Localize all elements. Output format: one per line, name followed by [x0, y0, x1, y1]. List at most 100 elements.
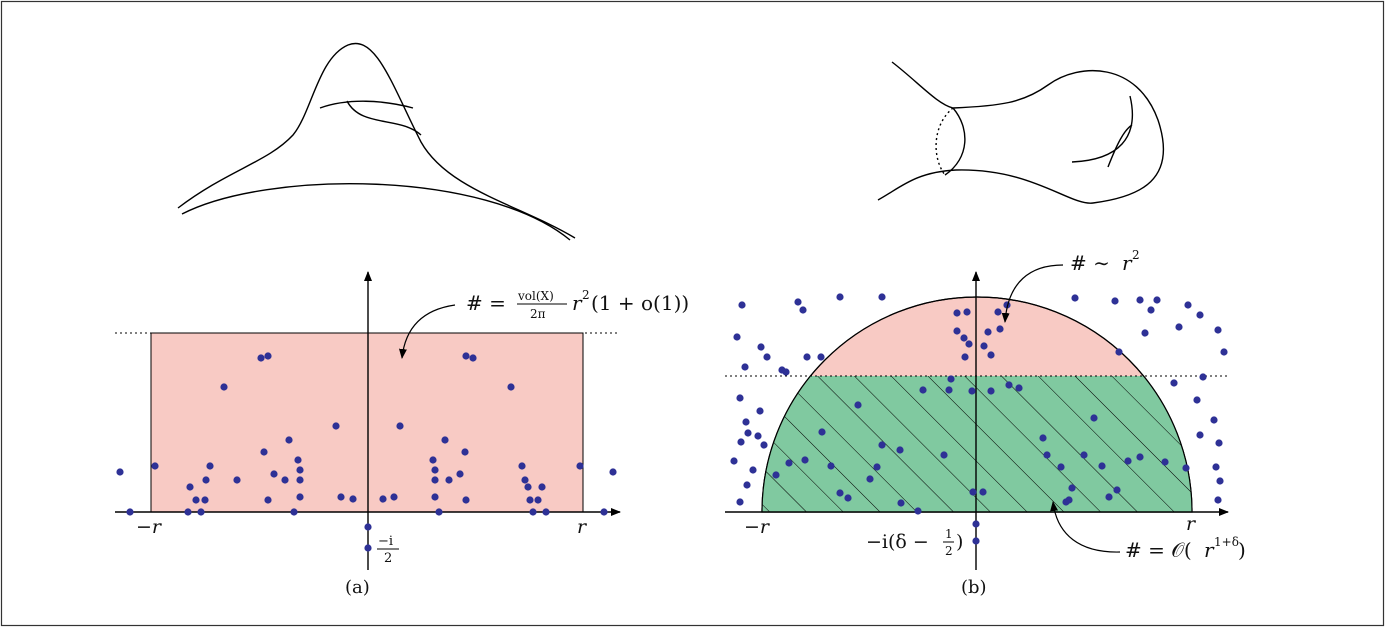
eigenvalue-dot	[803, 353, 811, 361]
surface-a-handle-upper	[319, 100, 414, 109]
eigenvalue-dot	[1071, 294, 1079, 302]
eigenvalue-dot	[260, 448, 268, 456]
eigenvalue-dot	[782, 368, 790, 376]
eigenvalue-dot	[197, 508, 205, 516]
panel-a-pink-region	[150, 332, 584, 513]
eigenvalue-dot	[435, 508, 443, 516]
eigenvalue-dot	[947, 375, 955, 383]
eigenvalue-dot	[969, 488, 977, 496]
eigenvalue-dot	[264, 496, 272, 504]
eigenvalue-dot	[1210, 416, 1218, 424]
eigenvalue-dot	[736, 498, 744, 506]
eigenvalue-dot	[945, 386, 953, 394]
eigenvalue-dot	[953, 309, 961, 317]
eigenvalue-dot	[968, 387, 976, 395]
eigenvalue-dot	[1212, 463, 1220, 471]
panel-a-caption: (a)	[345, 577, 370, 598]
surface-a-lower-edge	[181, 183, 571, 241]
eigenvalue-dot	[151, 462, 159, 470]
eigenvalue-dot	[290, 508, 298, 516]
eigenvalue-dot	[818, 428, 826, 436]
eigenvalue-dot	[600, 508, 608, 516]
eigenvalue-dot	[854, 401, 862, 409]
eigenvalue-dot	[1043, 451, 1051, 459]
eigenvalue-dot	[878, 293, 886, 301]
eigenvalue-dot	[733, 333, 741, 341]
eigenvalue-dot	[730, 457, 738, 465]
panel-a-count-hash: # =	[466, 291, 506, 315]
eigenvalue-dot	[836, 489, 844, 497]
eigenvalue-dot	[914, 507, 922, 515]
eigenvalue-dot	[461, 448, 469, 456]
eigenvalue-dot	[741, 363, 749, 371]
eigenvalue-dot	[1214, 496, 1222, 504]
eigenvalue-dot	[1170, 379, 1178, 387]
panel-b-bottom-suffix: )	[1238, 538, 1246, 562]
eigenvalue-dot	[1141, 329, 1149, 337]
eigenvalue-dot	[379, 495, 387, 503]
eigenvalue-dot	[799, 306, 807, 314]
panel-a-r-label: r	[577, 516, 588, 538]
eigenvalue-dot	[996, 325, 1004, 333]
eigenvalue-dot	[961, 353, 969, 361]
eigenvalue-dot	[772, 471, 780, 479]
eigenvalue-dot	[1065, 496, 1073, 504]
panel-b-bottom-exp: 1+δ	[1214, 535, 1239, 549]
eigenvalue-dot	[257, 354, 265, 362]
eigenvalue-dot	[972, 537, 980, 545]
eigenvalue-dot	[878, 441, 886, 449]
eigenvalue-dot	[1080, 451, 1088, 459]
eigenvalue-dot	[116, 468, 124, 476]
surface-a-handle-lower	[346, 100, 422, 136]
panel-b-bottom-hash: # = 𝒪(	[1125, 538, 1192, 562]
eigenvalue-dot	[281, 476, 289, 484]
eigenvalue-dot	[744, 429, 752, 437]
panel-b-pole-suffix: )	[956, 531, 963, 553]
eigenvalue-dot	[462, 352, 470, 360]
eigenvalue-dot	[1184, 301, 1192, 309]
eigenvalue-dot	[462, 496, 470, 504]
panel-a-dots	[116, 352, 617, 552]
surface-b-handle-outer	[1071, 95, 1134, 163]
eigenvalue-dot	[965, 340, 973, 348]
eigenvalue-dot	[1215, 439, 1223, 447]
eigenvalue-dot	[844, 494, 852, 502]
eigenvalue-dot	[1057, 463, 1065, 471]
panel-b-top-r: r	[1122, 251, 1133, 275]
eigenvalue-dot	[742, 418, 750, 426]
eigenvalue-dot	[1196, 431, 1204, 439]
panel-b-caption: (b)	[961, 577, 987, 598]
eigenvalue-dot	[1161, 458, 1169, 466]
eigenvalue-dot	[538, 483, 546, 491]
eigenvalue-dot	[526, 496, 534, 504]
eigenvalue-dot	[202, 476, 210, 484]
eigenvalue-dot	[192, 496, 200, 504]
surface-b-waist-dotted	[935, 107, 954, 176]
eigenvalue-dot	[294, 456, 302, 464]
eigenvalue-dot	[827, 462, 835, 470]
eigenvalue-dot	[542, 508, 550, 516]
eigenvalue-dot	[220, 383, 228, 391]
eigenvalue-dot	[757, 343, 765, 351]
eigenvalue-dot	[953, 327, 961, 335]
eigenvalue-dot	[534, 496, 542, 504]
eigenvalue-dot	[794, 298, 802, 306]
panel-b-semicircle-outline	[761, 296, 1193, 513]
surface-a	[177, 42, 576, 241]
eigenvalue-dot	[940, 451, 948, 459]
eigenvalue-dot	[431, 476, 439, 484]
panel-b-r-label: r	[1186, 513, 1197, 535]
panel-a-count-exp: 2	[582, 288, 590, 302]
eigenvalue-dot	[984, 328, 992, 336]
panel-a-pole-label-den: 2	[384, 551, 392, 566]
eigenvalue-dot	[1147, 306, 1155, 314]
eigenvalue-dot	[1175, 323, 1183, 331]
eigenvalue-dot	[518, 462, 526, 470]
panel-b-pole-frac-num: 1	[945, 527, 953, 541]
eigenvalue-dot	[749, 466, 757, 474]
panel-a-count-r: r	[572, 291, 583, 315]
eigenvalue-dot	[270, 470, 278, 478]
eigenvalue-dot	[186, 483, 194, 491]
eigenvalue-dot	[456, 470, 464, 478]
